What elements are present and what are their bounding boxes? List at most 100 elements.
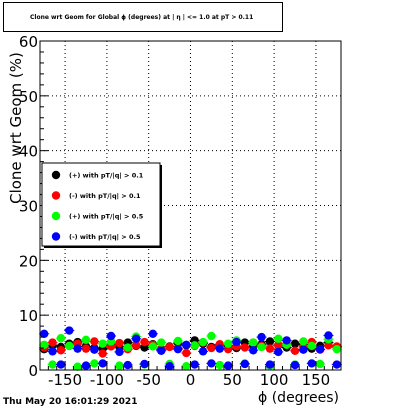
data-point: [315, 344, 325, 354]
data-point: [207, 331, 216, 341]
y-tick-label: 20: [19, 252, 38, 270]
data-point: [98, 359, 107, 368]
data-point: [81, 335, 91, 345]
data-point: [282, 336, 291, 345]
data-point: [48, 338, 57, 347]
data-point: [198, 337, 208, 347]
x-tick-label: -100: [90, 371, 124, 389]
data-point: [48, 360, 57, 369]
data-point: [182, 340, 191, 349]
data-point: [98, 349, 107, 358]
legend-label: (+) with pT/|q| > 0.5: [69, 213, 144, 222]
data-point: [90, 337, 99, 346]
data-point: [148, 342, 158, 351]
ticks-layer: 0 10 20 30 40 50 60 -150 -100 -50 0 50 100 150: [19, 33, 334, 389]
data-point: [257, 332, 266, 342]
data-point: [106, 331, 116, 341]
data-point: [157, 346, 166, 356]
data-point: [65, 326, 74, 335]
points-layer: [39, 326, 342, 371]
data-point: [274, 340, 283, 349]
legend-label: (-) with pT/|q| > 0.1: [69, 192, 141, 201]
legend-label: (-) with pT/|q| > 0.5: [69, 233, 141, 242]
data-point: [131, 334, 141, 343]
data-point: [73, 362, 82, 371]
data-point: [39, 340, 49, 349]
data-point: [290, 346, 300, 356]
legend-marker: [51, 232, 61, 241]
x-tick-label: 100: [260, 371, 289, 389]
y-tick-label: 40: [19, 143, 38, 161]
data-point: [90, 359, 99, 368]
data-point: [307, 341, 316, 351]
data-point: [56, 333, 66, 343]
data-point: [65, 341, 74, 351]
x-tick-label: -50: [136, 371, 161, 389]
data-point: [207, 359, 216, 368]
data-point: [274, 347, 283, 357]
data-point: [123, 343, 132, 352]
data-point: [90, 345, 99, 354]
chart-title: Clone wrt Geom for Global ϕ (degrees) at…: [3, 2, 283, 32]
legend-marker: [51, 191, 61, 200]
data-point: [315, 359, 325, 369]
data-point: [56, 346, 66, 355]
data-point: [332, 360, 342, 369]
data-point: [324, 331, 333, 340]
legend-marker: [51, 211, 61, 221]
data-point: [257, 342, 266, 352]
data-point: [56, 360, 66, 369]
data-point: [299, 345, 308, 354]
data-point: [249, 346, 258, 355]
x-tick-label: 50: [223, 371, 242, 389]
y-tick-label: 10: [19, 307, 38, 325]
data-point: [157, 338, 166, 347]
x-tick-label: 150: [302, 371, 331, 389]
data-point: [165, 342, 174, 352]
data-point: [207, 343, 216, 353]
data-point: [190, 341, 199, 350]
y-tick-label: 50: [19, 88, 38, 106]
x-tick-label: 0: [186, 371, 196, 389]
x-tick-label: -150: [48, 371, 82, 389]
data-point: [307, 359, 316, 368]
data-point: [265, 344, 275, 353]
data-point: [115, 347, 124, 357]
data-point: [215, 360, 224, 370]
data-point: [223, 339, 233, 348]
data-point: [140, 359, 149, 369]
data-point: [73, 344, 82, 353]
data-point: [240, 343, 250, 352]
legend-box: [41, 162, 161, 247]
data-point: [115, 361, 124, 370]
legend-marker: [51, 170, 61, 180]
legend: (+) with pT/|q| > 0.1 (-) with pT/|q| > 0…: [41, 162, 162, 248]
x-axis-label: ϕ (degrees): [258, 390, 339, 406]
data-point: [324, 341, 333, 350]
data-point: [81, 344, 91, 353]
y-axis-label: Clone wrt Geom (%): [7, 52, 25, 204]
data-point: [265, 337, 275, 346]
data-point: [131, 341, 141, 350]
data-point: [165, 361, 174, 371]
data-point: [81, 361, 91, 370]
data-point: [299, 337, 308, 346]
data-point: [115, 338, 124, 348]
data-point: [215, 344, 224, 353]
data-point: [182, 348, 191, 358]
data-point: [198, 347, 208, 356]
timestamp: Thu May 20 16:01:29 2021: [3, 397, 138, 407]
data-point: [123, 360, 132, 370]
data-point: [173, 336, 183, 346]
legend-label: (+) with pT/|q| > 0.1: [69, 172, 144, 181]
data-point: [182, 361, 191, 371]
data-point: [249, 338, 258, 347]
data-point: [39, 329, 49, 339]
data-point: [98, 339, 107, 348]
data-point: [290, 339, 300, 348]
data-point: [274, 334, 283, 343]
data-point: [190, 360, 199, 369]
y-tick-label: 0: [28, 362, 38, 380]
data-point: [148, 329, 158, 339]
